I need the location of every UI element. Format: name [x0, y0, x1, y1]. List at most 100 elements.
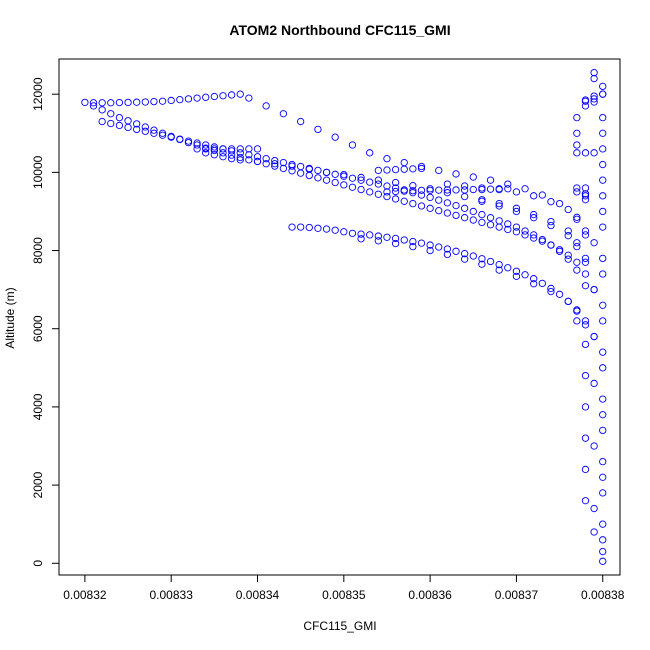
data-point [391, 165, 400, 174]
y-axis: 0 2000 4000 6000 8000 10000 12000 [31, 77, 59, 567]
data-point [460, 192, 469, 201]
data-point [141, 98, 149, 106]
data-point [581, 254, 590, 263]
data-point [409, 237, 417, 246]
data-point [236, 145, 244, 153]
data-point [331, 178, 339, 187]
data-point [573, 242, 581, 251]
x-tick-label: 0.00832 [63, 588, 107, 602]
data-point [383, 188, 391, 196]
data-point [452, 201, 460, 210]
data-point [374, 190, 382, 198]
data-points [81, 69, 607, 565]
data-point [314, 174, 322, 182]
data-point [236, 153, 244, 162]
data-point [538, 237, 546, 245]
data-point [305, 171, 313, 180]
data-point [435, 243, 443, 251]
data-point [530, 231, 538, 239]
y-tick-label: 4000 [31, 393, 45, 420]
data-point [409, 242, 417, 251]
data-point [599, 223, 607, 231]
data-point [297, 117, 305, 126]
data-point [599, 113, 607, 122]
data-point [599, 536, 607, 544]
data-point [443, 209, 452, 217]
data-point [245, 94, 253, 102]
data-point [366, 188, 374, 196]
data-point [573, 213, 581, 221]
data-point [279, 110, 288, 118]
data-point [141, 123, 149, 131]
data-point [512, 228, 521, 236]
data-point [409, 199, 417, 208]
data-point [495, 217, 503, 225]
data-point [530, 192, 538, 200]
data-point [512, 204, 521, 212]
data-point [573, 266, 581, 274]
data-point [133, 125, 141, 134]
data-point [210, 145, 219, 153]
data-point [391, 239, 400, 248]
data-point [193, 145, 201, 153]
data-point [599, 426, 607, 435]
data-point [426, 246, 434, 255]
data-point [538, 279, 546, 288]
data-point [253, 145, 262, 153]
data-point [262, 160, 270, 168]
data-point [495, 202, 503, 210]
data-point [573, 258, 581, 266]
data-point [391, 195, 400, 203]
data-point [357, 230, 365, 238]
data-point [590, 149, 598, 157]
data-point [521, 231, 529, 239]
data-point [133, 98, 141, 106]
data-point [460, 255, 469, 263]
data-point [435, 196, 443, 204]
data-point [460, 250, 469, 258]
data-point [573, 239, 581, 247]
data-point [236, 90, 244, 98]
data-point [581, 270, 590, 278]
data-point [504, 180, 512, 188]
data-point [512, 223, 521, 231]
data-point [486, 185, 495, 193]
data-point [599, 129, 607, 137]
data-point [581, 321, 590, 329]
data-point [219, 92, 227, 100]
data-point [253, 157, 262, 166]
data-point [581, 196, 590, 204]
data-point [193, 141, 201, 149]
data-point [331, 226, 339, 234]
data-point [115, 121, 124, 130]
data-point [564, 205, 572, 214]
data-point [573, 215, 581, 223]
data-point [590, 379, 598, 388]
data-point [374, 180, 382, 188]
data-point [400, 165, 408, 173]
data-point [297, 169, 305, 177]
data-point [547, 221, 555, 230]
data-point [581, 317, 590, 325]
data-point [184, 137, 193, 145]
x-tick-label: 0.00837 [495, 588, 539, 602]
data-point [107, 119, 115, 128]
data-point [581, 190, 590, 198]
data-point [521, 227, 529, 235]
data-point [599, 473, 607, 481]
data-point [374, 232, 382, 240]
data-point [469, 173, 477, 181]
data-point [158, 131, 167, 139]
data-point [98, 99, 106, 107]
data-point [202, 145, 210, 153]
data-point [512, 188, 521, 196]
data-point [555, 290, 564, 298]
data-point [443, 180, 452, 188]
data-point [599, 547, 607, 556]
data-point [555, 247, 564, 255]
data-point [391, 184, 400, 192]
data-point [357, 185, 365, 194]
data-point [599, 192, 607, 200]
data-point [599, 176, 607, 184]
